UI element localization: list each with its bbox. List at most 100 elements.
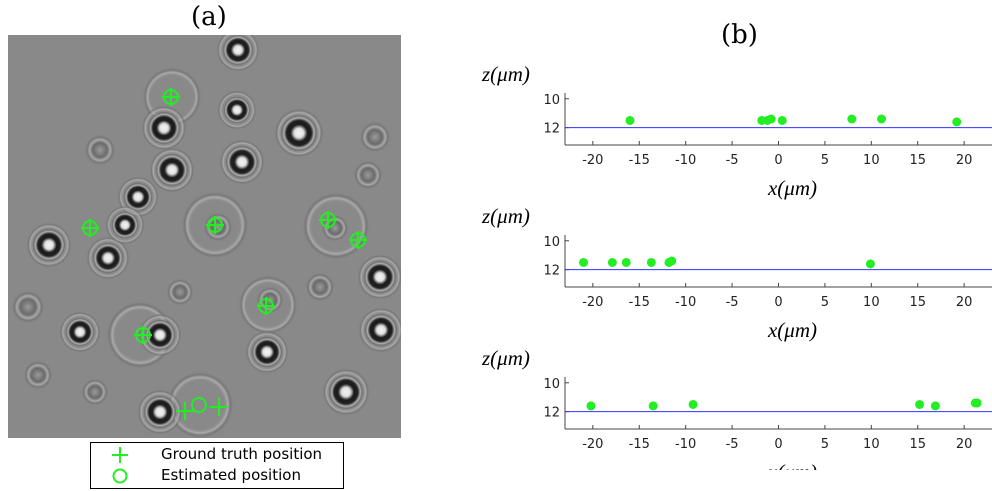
faint-particle [305,272,335,302]
faint-particle [353,160,383,190]
data-point [777,115,787,125]
estimated-marker [82,220,98,236]
legend-estimated-label: Estimated position [161,466,301,484]
y-tick-label: 12 [543,406,560,421]
x-tick-label: 10 [863,295,880,310]
x-axis-label: x(μm) [767,460,817,470]
faint-particle [23,360,53,390]
x-tick-label: -15 [629,437,650,452]
x-tick-label: -20 [582,437,603,452]
y-axis-label: z(μm) [481,204,530,228]
dark-particle [65,317,95,347]
data-point [865,259,875,269]
data-point [646,257,656,267]
halo-ring [166,371,234,438]
dark-particle [280,114,318,152]
dark-particle [251,336,283,368]
z-vs-x-plots: z(μm) 10 12 -20 -15 -10 -5 0 5 10 15 20 x(μm) z(μm) 10… [481,62,992,470]
data-point [586,401,596,411]
data-point [847,114,857,124]
dark-particle [364,313,398,347]
scatter-plot-1: z(μm) 10 12 -20 -15 -10 -5 0 5 10 15 20 x(μm) [481,62,992,200]
x-tick-label: 0 [774,153,782,168]
dark-particle [363,260,397,294]
estimated-marker [163,89,179,105]
data-point [930,401,940,411]
y-tick-label: 12 [543,122,560,137]
estimated-marker [350,232,366,248]
faint-particle [81,378,109,406]
x-axis-label: x(μm) [767,176,817,200]
x-tick-label: -10 [675,153,696,168]
x-tick-label: 0 [774,437,782,452]
data-point [667,256,677,266]
x-tick-label: -10 [675,295,696,310]
faint-particle [84,134,116,166]
dark-particle [155,153,189,187]
estimated-marker [191,397,207,413]
data-point [579,257,589,267]
data-point [952,117,962,127]
dark-particle [92,242,124,274]
x-tick-label: -15 [629,295,650,310]
x-tick-label: -10 [675,437,696,452]
legend-ground-truth-label: Ground truth position [161,445,323,463]
x-tick-label: 15 [909,437,926,452]
y-tick-label: 12 [543,264,560,279]
dark-particle [143,395,177,429]
dark-particle [225,145,259,179]
x-tick-label: 10 [863,153,880,168]
panel-b-label: (b) [721,20,758,50]
x-axis-label: x(μm) [767,318,817,342]
x-tick-label: 15 [909,153,926,168]
x-tick-label: 20 [956,295,973,310]
faint-particle [166,278,194,306]
x-tick-label: 5 [821,437,829,452]
y-axis-label: z(μm) [481,346,530,370]
data-point [607,257,617,267]
scatter-plot-2: z(μm) 10 12 -20 -15 -10 -5 0 5 10 15 20 x(μm) [481,204,992,342]
dark-particle [223,96,251,124]
estimated-marker [258,298,274,314]
legend-item-ground-truth: Ground truth position [91,444,343,466]
legend-item-estimated: Estimated position [91,465,343,487]
panel-a-label: (a) [191,2,227,32]
y-tick-label: 10 [543,93,560,108]
x-tick-label: -15 [629,153,650,168]
scatter-plot-3: z(μm) 10 12 -20 -15 -10 -5 0 5 10 15 20 x(μm) [481,346,992,470]
data-point [877,114,887,124]
faint-particle [359,121,391,153]
data-point [621,257,631,267]
dark-particle [32,228,66,262]
y-axis-label: z(μm) [481,62,530,86]
x-tick-label: -20 [582,295,603,310]
circle-marker-icon [112,468,128,484]
x-tick-label: 0 [774,295,782,310]
x-tick-label: 5 [821,295,829,310]
x-tick-label: -5 [726,153,739,168]
faint-particle [11,290,45,324]
legend: Ground truth position Estimated position [90,442,344,489]
plus-marker-icon [112,447,128,463]
dark-particle [147,111,181,145]
dark-particle [111,211,139,239]
data-point [766,114,776,124]
x-tick-label: 20 [956,437,973,452]
data-point [915,399,925,409]
hologram-image [8,35,401,438]
x-tick-label: 10 [863,437,880,452]
data-point [972,398,982,408]
dark-particle [222,35,254,66]
x-tick-label: 15 [909,295,926,310]
dark-particle [123,182,153,212]
data-point [625,115,635,125]
dark-particle [144,319,176,351]
x-tick-label: -5 [726,295,739,310]
x-tick-label: -5 [726,437,739,452]
dark-particle [328,374,364,410]
y-tick-label: 10 [543,377,560,392]
ground-truth-marker [176,402,194,420]
estimated-marker [207,217,223,233]
x-tick-label: -20 [582,153,603,168]
estimated-marker [135,327,151,343]
